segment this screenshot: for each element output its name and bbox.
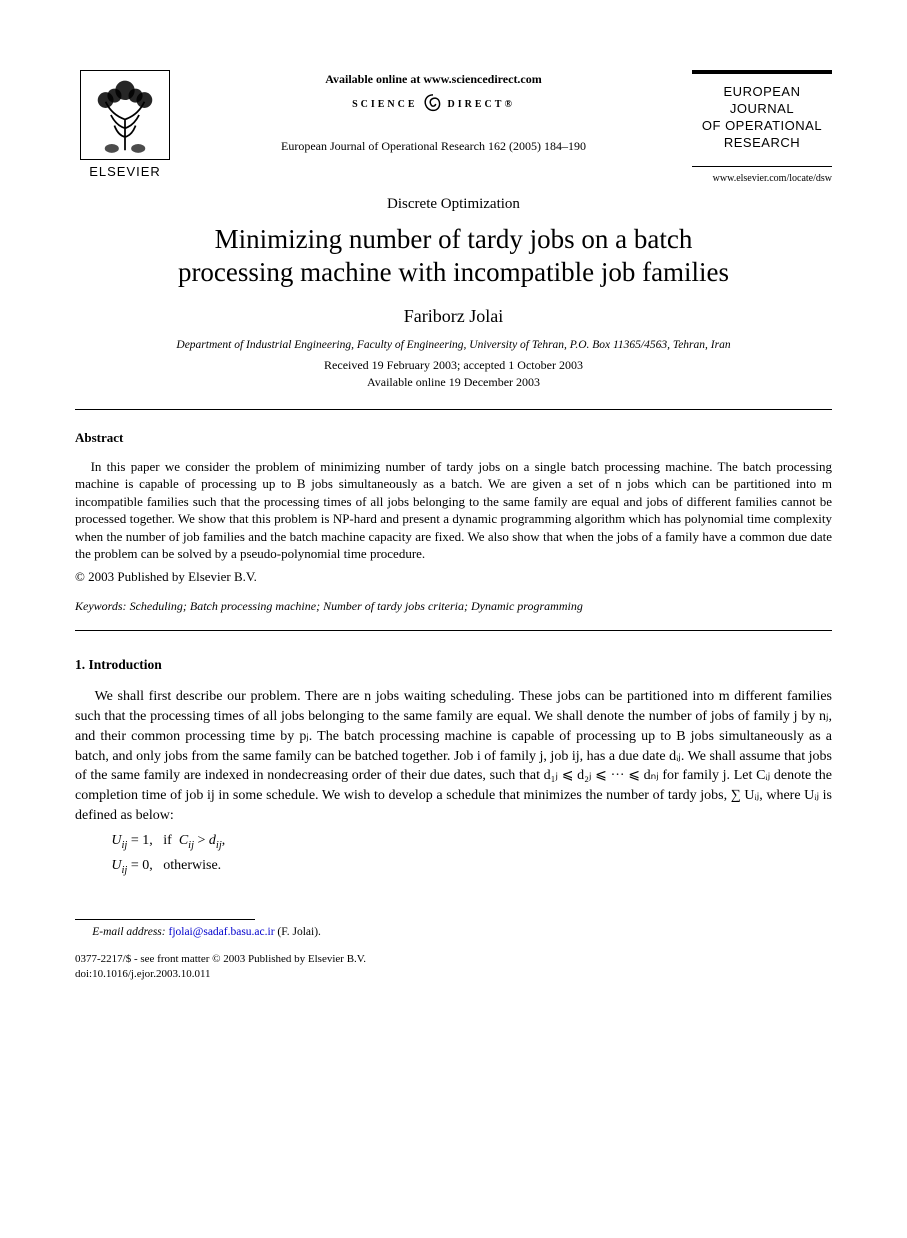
footer-meta-l2: doi:10.1016/j.ejor.2003.10.011 bbox=[75, 967, 832, 982]
dates-line-1: Received 19 February 2003; accepted 1 Oc… bbox=[324, 358, 583, 372]
equation-block: Uij = 1, if Cij > dij, Uij = 0, otherwis… bbox=[111, 830, 832, 879]
keywords-values: Scheduling; Batch processing machine; Nu… bbox=[127, 599, 583, 613]
center-header: Available online at www.sciencedirect.co… bbox=[175, 70, 692, 154]
sciencedirect-logo: SCIENCE DIRECT® bbox=[352, 93, 515, 115]
dates-line-2: Available online 19 December 2003 bbox=[367, 375, 540, 389]
sd-right: DIRECT® bbox=[448, 99, 515, 110]
title-line-1: Minimizing number of tardy jobs on a bat… bbox=[215, 224, 693, 254]
email-link[interactable]: fjolai@sadaf.basu.ac.ir bbox=[168, 926, 274, 938]
publisher-block: ELSEVIER bbox=[75, 70, 175, 179]
keywords-line: Keywords: Scheduling; Batch processing m… bbox=[75, 599, 832, 614]
journal-box-l2: JOURNAL bbox=[696, 101, 828, 118]
publisher-name: ELSEVIER bbox=[89, 164, 161, 179]
equation-1: Uij = 1, if Cij > dij, bbox=[111, 830, 832, 855]
elsevier-tree-icon bbox=[80, 70, 170, 160]
journal-reference: European Journal of Operational Research… bbox=[281, 139, 586, 154]
section-heading-intro: 1. Introduction bbox=[75, 657, 832, 673]
journal-box-l3: OF OPERATIONAL bbox=[696, 118, 828, 135]
journal-url: www.elsevier.com/locate/dsw bbox=[692, 173, 832, 184]
title-line-2: processing machine with incompatible job… bbox=[178, 257, 729, 287]
journal-title-box: EUROPEAN JOURNAL OF OPERATIONAL RESEARCH bbox=[692, 70, 832, 167]
journal-box-l4: RESEARCH bbox=[696, 135, 828, 152]
footnote-rule bbox=[75, 919, 255, 920]
divider-top bbox=[75, 409, 832, 410]
author-affiliation: Department of Industrial Engineering, Fa… bbox=[75, 339, 832, 351]
article-title: Minimizing number of tardy jobs on a bat… bbox=[75, 223, 832, 291]
sd-swirl-icon bbox=[422, 93, 444, 115]
article-section-label: Discrete Optimization bbox=[75, 196, 832, 213]
article-dates: Received 19 February 2003; accepted 1 Oc… bbox=[75, 357, 832, 391]
corresponding-email-line: E-mail address: fjolai@sadaf.basu.ac.ir … bbox=[75, 926, 832, 938]
keywords-label: Keywords: bbox=[75, 599, 127, 613]
footer-metadata: 0377-2217/$ - see front matter © 2003 Pu… bbox=[75, 952, 832, 982]
divider-bottom bbox=[75, 630, 832, 631]
copyright-line: © 2003 Published by Elsevier B.V. bbox=[75, 569, 832, 585]
footer-meta-l1: 0377-2217/$ - see front matter © 2003 Pu… bbox=[75, 952, 832, 967]
email-author-name: (F. Jolai). bbox=[275, 926, 321, 938]
journal-box-l1: EUROPEAN bbox=[696, 84, 828, 101]
page-header: ELSEVIER Available online at www.science… bbox=[75, 70, 832, 184]
email-label: E-mail address: bbox=[92, 926, 165, 938]
abstract-body: In this paper we consider the problem of… bbox=[75, 458, 832, 563]
author-name: Fariborz Jolai bbox=[75, 306, 832, 327]
abstract-heading: Abstract bbox=[75, 430, 832, 446]
equation-2: Uij = 0, otherwise. bbox=[111, 855, 832, 880]
available-online-text: Available online at www.sciencedirect.co… bbox=[325, 72, 542, 87]
journal-brand-column: EUROPEAN JOURNAL OF OPERATIONAL RESEARCH… bbox=[692, 70, 832, 184]
intro-paragraph: We shall first describe our problem. The… bbox=[75, 687, 832, 826]
sd-left: SCIENCE bbox=[352, 99, 417, 110]
